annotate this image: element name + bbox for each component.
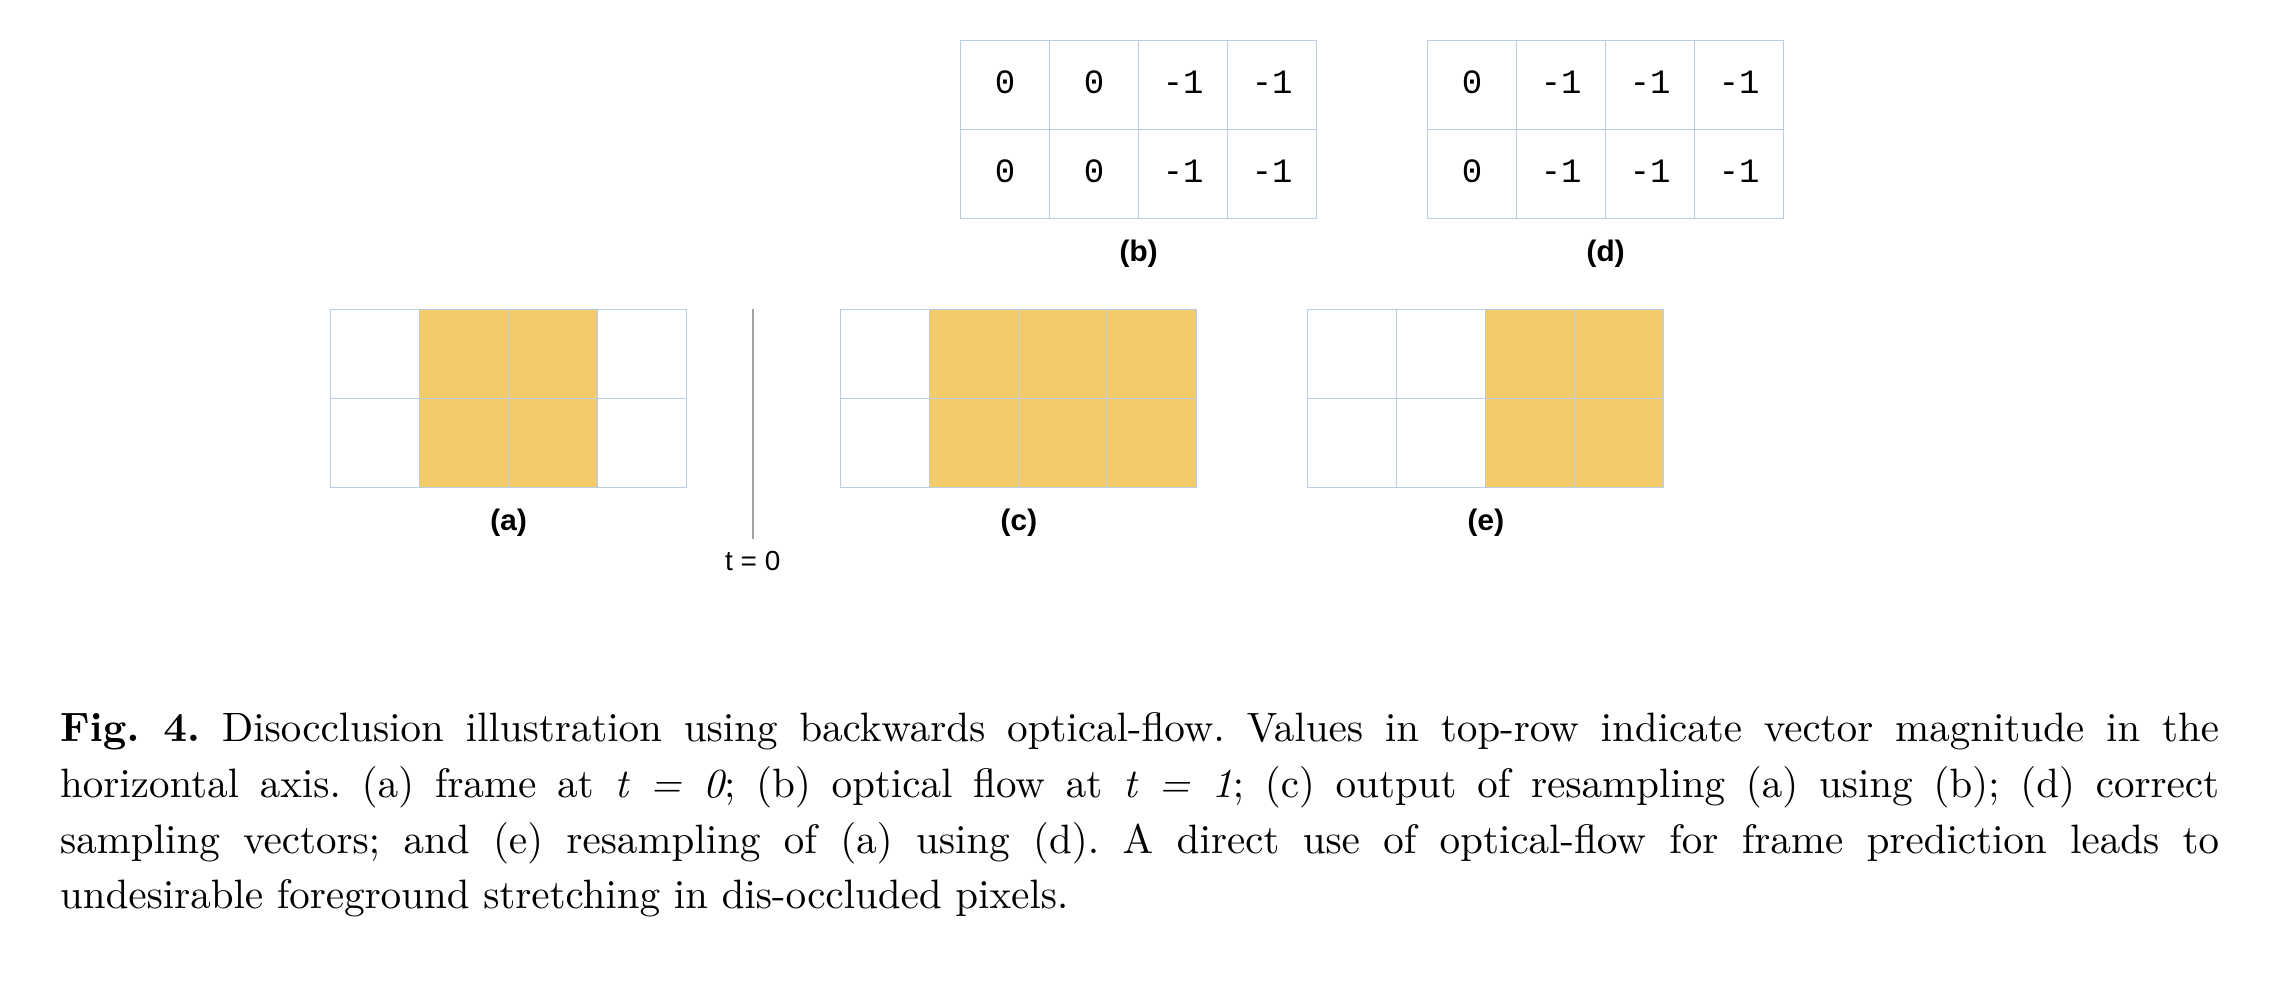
time-label: t = 0 [725, 545, 780, 577]
grid-b-cell: -1 [1228, 130, 1317, 219]
grid-a-cell [331, 399, 420, 488]
grid-label-e: (e) [1467, 504, 1504, 538]
grid-c-cell [841, 310, 930, 399]
grid-label-d: (d) [1586, 235, 1624, 269]
grid-label-b: (b) [1119, 235, 1157, 269]
time-divider: t = 0 [725, 309, 780, 577]
grid-label-a: (a) [490, 504, 527, 538]
grid-b: 00-1-100-1-1 [960, 40, 1317, 219]
grid-label-c: (c) [1000, 504, 1037, 538]
grid-b-cell: 0 [961, 130, 1050, 219]
grid-e-cell [1486, 310, 1575, 399]
grid-d-cell: -1 [1695, 41, 1784, 130]
grid-d-cell: 0 [1428, 130, 1517, 219]
grid-d-cell: -1 [1606, 130, 1695, 219]
grid-e-cell [1308, 399, 1397, 488]
bottom-row: (a) t = 0 (c) (e) [330, 309, 1664, 577]
caption-prefix: Fig. 4. [60, 696, 200, 754]
grid-e-cell [1575, 399, 1664, 488]
grid-e-cell [1397, 310, 1486, 399]
grid-d-cell: -1 [1606, 41, 1695, 130]
grid-c-cell [841, 399, 930, 488]
grid-b-cell: 0 [961, 41, 1050, 130]
top-row: 00-1-100-1-1(b)0-1-1-10-1-1-1(d) [960, 40, 1784, 269]
grid-b-cell: -1 [1228, 41, 1317, 130]
grid-c [840, 309, 1197, 488]
grid-a-cell [420, 399, 509, 488]
grid-a-cell [598, 310, 687, 399]
grid-a [330, 309, 687, 488]
grid-c-cell [1019, 399, 1108, 488]
grid-c-cell [930, 399, 1019, 488]
grid-block-e: (e) [1307, 309, 1664, 538]
grid-b-cell: 0 [1050, 130, 1139, 219]
grid-b-cell: -1 [1139, 41, 1228, 130]
grid-e-cell [1486, 399, 1575, 488]
grid-block-d: 0-1-1-10-1-1-1(d) [1427, 40, 1784, 269]
grid-c-cell [1108, 310, 1197, 399]
grid-d-cell: 0 [1428, 41, 1517, 130]
grid-block-b: 00-1-100-1-1(b) [960, 40, 1317, 269]
caption-text: ; (b) optical flow at [724, 751, 1123, 809]
figure-wrap: 00-1-100-1-1(b)0-1-1-10-1-1-1(d) (a)t = … [0, 0, 2279, 1000]
grid-e-cell [1397, 399, 1486, 488]
divider-line [752, 309, 754, 539]
grid-a-cell [420, 310, 509, 399]
figure-caption: Fig. 4. Disocclusion illustration using … [60, 697, 2219, 919]
caption-math-2: t = 1 [1123, 751, 1233, 809]
grid-b-cell: -1 [1139, 130, 1228, 219]
diagram-area: 00-1-100-1-1(b)0-1-1-10-1-1-1(d) (a)t = … [200, 40, 2219, 577]
grid-block-c: (c) [840, 309, 1197, 538]
caption-math-1: t = 0 [614, 751, 724, 809]
grid-d-cell: -1 [1695, 130, 1784, 219]
grid-d-cell: -1 [1517, 130, 1606, 219]
grid-e-cell [1575, 310, 1664, 399]
grid-c-cell [1019, 310, 1108, 399]
grid-e [1307, 309, 1664, 488]
grid-e-cell [1308, 310, 1397, 399]
grid-b-cell: 0 [1050, 41, 1139, 130]
grid-a-cell [331, 310, 420, 399]
grid-a-cell [598, 399, 687, 488]
grid-d-cell: -1 [1517, 41, 1606, 130]
grid-c-cell [930, 310, 1019, 399]
grid-a-cell [509, 399, 598, 488]
grid-block-a: (a) [330, 309, 687, 538]
grid-c-cell [1108, 399, 1197, 488]
grid-a-cell [509, 310, 598, 399]
grid-d: 0-1-1-10-1-1-1 [1427, 40, 1784, 219]
